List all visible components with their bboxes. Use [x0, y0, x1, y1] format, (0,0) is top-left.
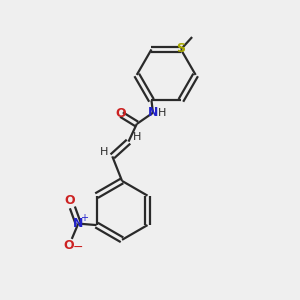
Text: H: H: [158, 108, 166, 118]
Text: +: +: [80, 213, 88, 223]
Text: H: H: [133, 132, 142, 142]
Text: O: O: [115, 107, 126, 120]
Text: S: S: [176, 42, 185, 55]
Text: −: −: [73, 241, 83, 254]
Text: N: N: [73, 217, 83, 230]
Text: N: N: [148, 106, 158, 119]
Text: O: O: [64, 239, 74, 252]
Text: H: H: [100, 147, 108, 157]
Text: O: O: [64, 194, 75, 207]
